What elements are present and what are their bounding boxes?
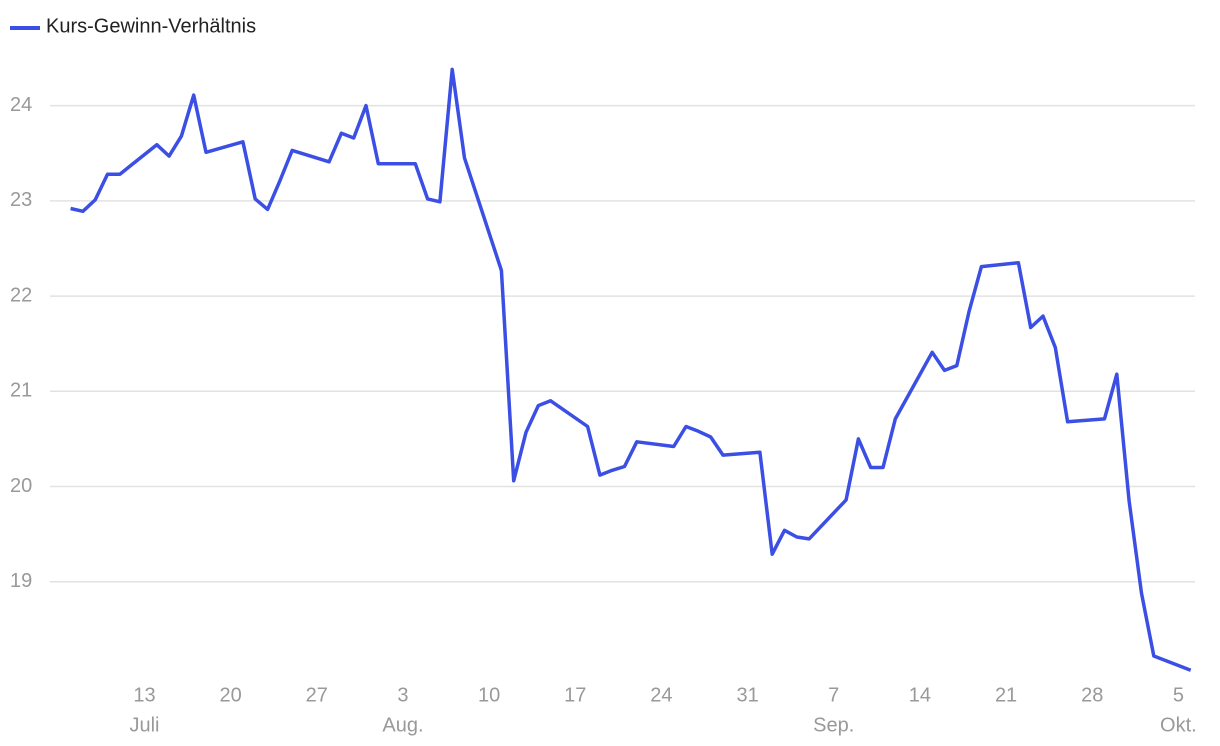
x-tick-label: 7 — [828, 684, 839, 706]
x-tick-label: 5 — [1173, 684, 1184, 706]
x-tick-label: 13 — [133, 684, 155, 706]
y-tick-label: 24 — [10, 94, 32, 116]
y-tick-label: 21 — [10, 380, 32, 402]
y-tick-label: 22 — [10, 284, 32, 306]
x-tick-label: 24 — [650, 684, 672, 706]
x-month-label: Aug. — [382, 714, 423, 736]
x-month-label: Juli — [129, 714, 159, 736]
x-tick-label: 3 — [397, 684, 408, 706]
x-tick-label: 17 — [564, 684, 586, 706]
y-tick-label: 23 — [10, 189, 32, 211]
x-tick-label: 28 — [1081, 684, 1103, 706]
x-month-label: Okt. — [1160, 714, 1197, 736]
x-tick-label: 10 — [478, 684, 500, 706]
y-tick-label: 20 — [10, 475, 32, 497]
x-tick-label: 21 — [995, 684, 1017, 706]
data-line — [70, 67, 1192, 672]
x-tick-label: 14 — [909, 684, 931, 706]
legend-label: Kurs-Gewinn-Verhältnis — [46, 15, 256, 37]
x-month-label: Sep. — [813, 714, 854, 736]
x-tick-label: 27 — [306, 684, 328, 706]
x-tick-label: 20 — [220, 684, 242, 706]
y-tick-label: 19 — [10, 570, 32, 592]
x-tick-label: 31 — [736, 684, 758, 706]
